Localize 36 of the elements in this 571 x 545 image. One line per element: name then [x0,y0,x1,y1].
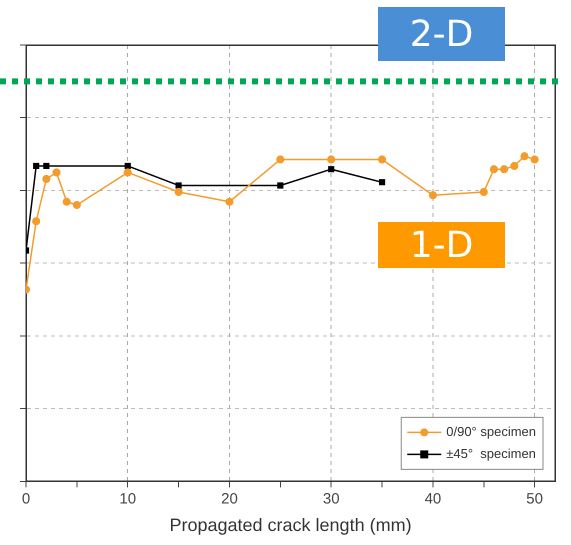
point [520,152,529,160]
point [225,198,234,206]
point [327,155,336,164]
point [32,217,40,226]
point [72,200,81,210]
x-tick-label: 50 [526,490,543,508]
point [174,188,183,196]
point [530,155,539,164]
point [428,191,437,200]
x-tick-label: 0 [22,490,30,508]
legend-label: 0/90° specimen [446,424,536,439]
ref-line-label: 2-D [378,7,505,61]
x-tick-label: 30 [322,490,340,508]
point [276,155,284,164]
point [480,188,488,196]
point [500,165,508,174]
x-axis-title: Propagated crack length (mm) [169,515,412,536]
point [33,162,40,170]
x-tick-label: 20 [221,490,238,508]
legend-label: ±45° specimen [446,446,536,461]
point [62,198,71,206]
point [328,166,334,172]
point [277,182,284,189]
point [490,165,498,174]
point [43,162,50,170]
point [510,162,518,170]
point [52,168,61,177]
x-tick-label: 40 [424,490,442,508]
annotation: 1-D [378,222,505,268]
point [42,174,50,184]
point [176,182,182,189]
point [124,168,132,177]
point [124,162,131,170]
point [378,155,386,164]
x-tick-label: 10 [119,490,136,508]
point [378,179,386,186]
